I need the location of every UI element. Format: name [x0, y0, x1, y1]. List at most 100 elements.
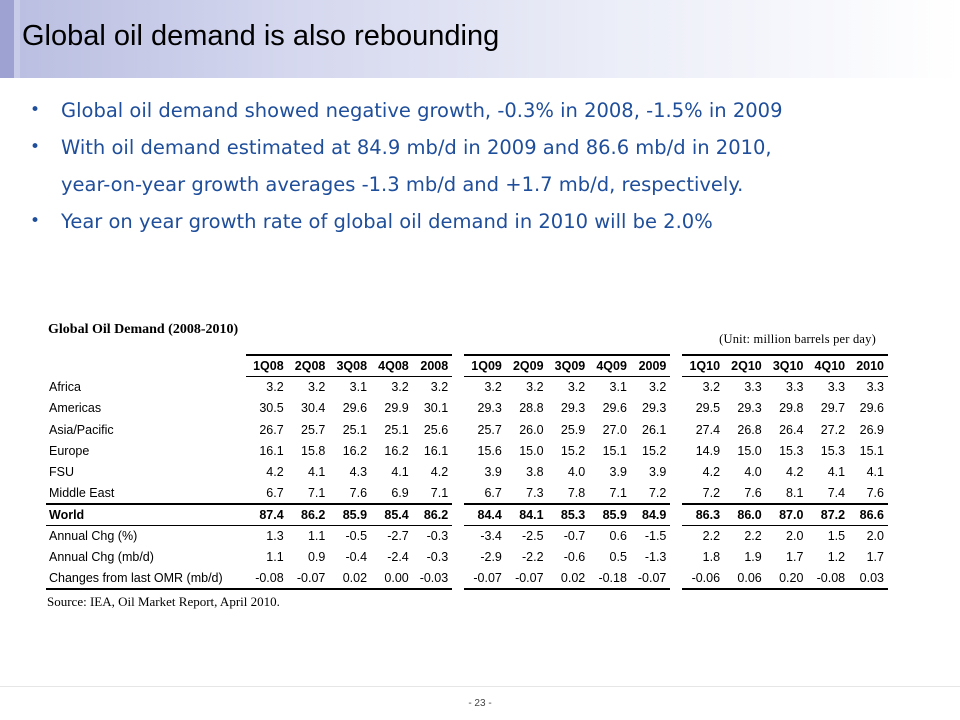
table-cell: 7.2	[648, 485, 667, 500]
table-cell: 2.0	[866, 529, 884, 544]
column-header: 2Q10	[724, 353, 766, 377]
bullet-text: With oil demand estimated at 84.9 mb/d i…	[61, 136, 772, 159]
table-cell: 29.5	[695, 401, 721, 416]
table-cell: 14.9	[695, 443, 721, 458]
table-cell: 15.8	[301, 443, 326, 458]
table-cell: -2.2	[522, 550, 544, 565]
table-cell: 16.1	[423, 443, 449, 458]
table-cell: 7.3	[526, 485, 544, 500]
table-cell: 7.6	[349, 485, 368, 500]
title-accent-bar	[0, 0, 14, 78]
table-cell: 3.2	[648, 380, 667, 395]
table-cell: 2.2	[702, 529, 721, 544]
bullet-item: • Year on year growth rate of global oil…	[30, 203, 950, 240]
table-cell: -0.07	[287, 567, 330, 591]
column-gap	[670, 398, 682, 419]
table-cell: 85.9	[589, 503, 631, 526]
column-header: 1Q09	[464, 353, 506, 377]
column-gap	[452, 355, 464, 376]
column-gap	[670, 355, 682, 376]
table-cell: 3.2	[430, 380, 449, 395]
table-cell: 3.2	[391, 380, 409, 395]
column-header: 2Q09	[505, 353, 548, 377]
table-cell: -0.7	[563, 529, 586, 544]
table-source-note: Source: IEA, Oil Market Report, April 20…	[47, 594, 280, 609]
column-gap	[670, 376, 682, 397]
table-cell: 86.3	[682, 503, 725, 526]
bullet-dot-icon: •	[30, 137, 41, 157]
table-cell: 15.6	[477, 443, 502, 458]
table-row: Americas 30.5 30.4 29.6 29.9 30.1 29.3 28.8 29.3…	[46, 398, 888, 419]
table-cell: 1.1	[266, 550, 284, 565]
table-cell: 27.2	[820, 422, 846, 437]
table-cell: 7.1	[609, 485, 627, 500]
table-cell: 16.2	[384, 443, 409, 458]
table-cell: 4.1	[307, 465, 326, 480]
table-row: Asia/Pacific 26.7 25.7 25.1 25.1 25.6 25.7 26.0…	[46, 419, 888, 440]
table-cell: 85.4	[371, 503, 413, 526]
table-cell: 1.8	[702, 550, 721, 565]
column-gap	[670, 440, 682, 461]
column-gap	[452, 525, 464, 546]
table-cell: 3.1	[609, 380, 627, 395]
column-header: 2009	[630, 353, 671, 377]
table-cell: 86.2	[287, 503, 330, 526]
table-cell: 4.2	[430, 465, 449, 480]
column-header: 4Q09	[589, 353, 631, 377]
table-cell: -0.07	[505, 567, 548, 591]
table-cell: 4.2	[266, 465, 284, 480]
table-cell: 84.9	[630, 503, 671, 526]
table-cell: 29.8	[779, 401, 804, 416]
table-cell: 1.7	[786, 550, 804, 565]
table-cell: 25.1	[384, 422, 409, 437]
table-cell: 25.7	[477, 422, 502, 437]
table-cell: 1.7	[866, 550, 884, 565]
column-gap	[452, 419, 464, 440]
table-cell: 25.7	[301, 422, 326, 437]
table-cell: 28.8	[519, 401, 544, 416]
table-cell: 29.3	[560, 401, 586, 416]
row-label: Middle East	[49, 485, 115, 500]
table-cell: 15.0	[737, 443, 762, 458]
footer-divider	[0, 686, 960, 687]
table-cell: 30.5	[259, 401, 284, 416]
table-row: Changes from last OMR (mb/d) -0.08 -0.07 0.…	[46, 567, 888, 591]
table-cell: 87.2	[807, 503, 850, 526]
bullet-continuation-text: year-on-year growth averages -1.3 mb/d a…	[61, 173, 744, 196]
table-cell: 4.1	[866, 465, 884, 480]
table-cell: 0.6	[609, 529, 627, 544]
table-title: Global Oil Demand (2008-2010)	[48, 322, 239, 337]
table-cell: 3.9	[484, 465, 502, 480]
table-cell: 0.00	[371, 567, 413, 591]
table-cell: 0.02	[329, 567, 372, 591]
table-cell: 4.1	[827, 465, 846, 480]
table-cell: 26.7	[259, 422, 284, 437]
column-gap	[452, 547, 464, 568]
table-cell: 26.0	[519, 422, 544, 437]
table-cell: 29.6	[859, 401, 884, 416]
column-gap	[452, 398, 464, 419]
table-cell: 6.7	[266, 485, 284, 500]
column-gap	[452, 461, 464, 482]
table-cell: 3.9	[609, 465, 627, 480]
row-label: Europe	[49, 443, 90, 458]
table-cell: 84.4	[464, 503, 506, 526]
table-cell: 4.1	[391, 465, 409, 480]
table-cell: 3.8	[526, 465, 544, 480]
table-cell: 85.3	[547, 503, 590, 526]
header-corner-cell	[46, 355, 246, 376]
table-cell: 26.9	[859, 422, 884, 437]
column-header: 3Q10	[765, 353, 808, 377]
column-header: 3Q09	[547, 353, 590, 377]
table-cell: -0.06	[682, 567, 725, 591]
table-cell: 29.7	[820, 401, 846, 416]
column-gap	[670, 547, 682, 568]
table-cell: 7.8	[567, 485, 586, 500]
table-cell: -0.07	[630, 567, 671, 591]
table-cell: 6.9	[391, 485, 409, 500]
table-cell: 3.3	[866, 380, 884, 395]
table-cell: -0.18	[589, 567, 631, 591]
row-label: Annual Chg (mb/d)	[49, 550, 154, 565]
page-number: - 23 -	[468, 698, 492, 709]
bullet-list: • Global oil demand showed negative grow…	[30, 92, 950, 240]
